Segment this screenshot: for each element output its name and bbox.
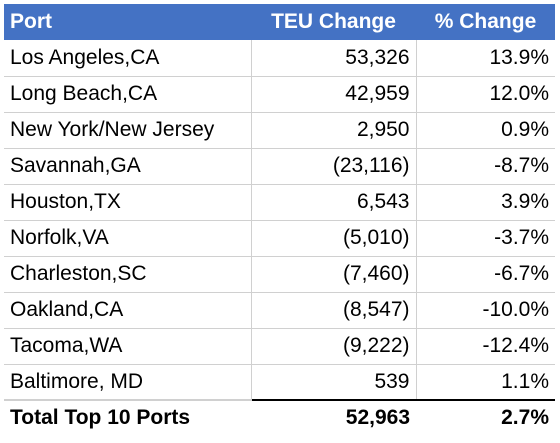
- table-row: Oakland,CA (8,547) -10.0%: [4, 292, 555, 329]
- port-cell: Baltimore, MD: [10, 369, 144, 393]
- port-cell: Charleston,SC: [4, 256, 251, 293]
- port-cell: Tacoma,WA: [4, 328, 251, 365]
- port-cell: Savannah,GA: [4, 148, 251, 185]
- table-row: Tacoma,WA (9,222) -12.4%: [4, 328, 555, 365]
- table-row: New York/New Jersey 2,950 0.9%: [4, 112, 555, 149]
- pct-cell: -6.7%: [415, 256, 555, 293]
- table-row: Long Beach,CA 42,959 12.0%: [4, 76, 555, 113]
- table-row: Los Angeles,CA 53,326 13.9%: [4, 40, 555, 77]
- pct-cell: -8.7%: [415, 148, 555, 185]
- table-row: Norfolk,VA (5,010) -3.7%: [4, 220, 555, 257]
- port-cell: Houston,TX: [4, 184, 251, 221]
- header-port: Port: [4, 4, 251, 40]
- port-cell: Oakland,CA: [4, 292, 251, 329]
- header-row: Port TEU Change % Change: [4, 4, 555, 40]
- pct-cell: 13.9%: [415, 40, 555, 77]
- pct-cell: 12.0%: [415, 76, 555, 113]
- table-body: Los Angeles,CA 53,326 13.9% Long Beach,C…: [4, 40, 555, 400]
- pct-cell: 3.9%: [415, 184, 555, 221]
- port-cell: Norfolk,VA: [4, 220, 251, 257]
- header-pct-change: % Change: [416, 4, 555, 40]
- pct-cell: -10.0%: [415, 292, 555, 329]
- table-row: Baltimore, MD 539 1.1%: [4, 364, 555, 400]
- pct-cell: 0.9%: [415, 112, 555, 149]
- table-row: Charleston,SC (7,460) -6.7%: [4, 256, 555, 293]
- teu-cell: (8,547): [250, 292, 416, 329]
- table-header: Port TEU Change % Change: [4, 4, 555, 40]
- pct-cell: -3.7%: [415, 220, 555, 257]
- table-footer: Total Top 10 Ports 52,963 2.7%: [4, 399, 555, 434]
- total-teu: 52,963: [251, 399, 416, 434]
- total-label: Total Top 10 Ports: [4, 399, 251, 434]
- pct-cell: 1.1%: [415, 364, 555, 400]
- teu-cell: (5,010): [250, 220, 416, 257]
- teu-cell: 539: [250, 364, 416, 400]
- teu-cell: 53,326: [250, 40, 416, 77]
- table-row: Savannah,GA (23,116) -8.7%: [4, 148, 555, 185]
- port-cell: Long Beach,CA: [4, 76, 251, 113]
- teu-cell: (23,116): [250, 148, 416, 185]
- teu-cell: (9,222): [250, 328, 416, 365]
- ports-teu-table: Port TEU Change % Change Los Angeles,CA …: [4, 4, 555, 434]
- table-row: Houston,TX 6,543 3.9%: [4, 184, 555, 221]
- port-cell: New York/New Jersey: [4, 112, 251, 149]
- teu-cell: 42,959: [250, 76, 416, 113]
- teu-cell: (7,460): [250, 256, 416, 293]
- header-teu-change: TEU Change: [251, 4, 416, 40]
- total-row: Total Top 10 Ports 52,963 2.7%: [4, 399, 555, 434]
- teu-cell: 6,543: [250, 184, 416, 221]
- port-cell: Los Angeles,CA: [4, 40, 251, 77]
- total-pct: 2.7%: [416, 399, 555, 434]
- teu-cell: 2,950: [250, 112, 416, 149]
- pct-cell: -12.4%: [415, 328, 555, 365]
